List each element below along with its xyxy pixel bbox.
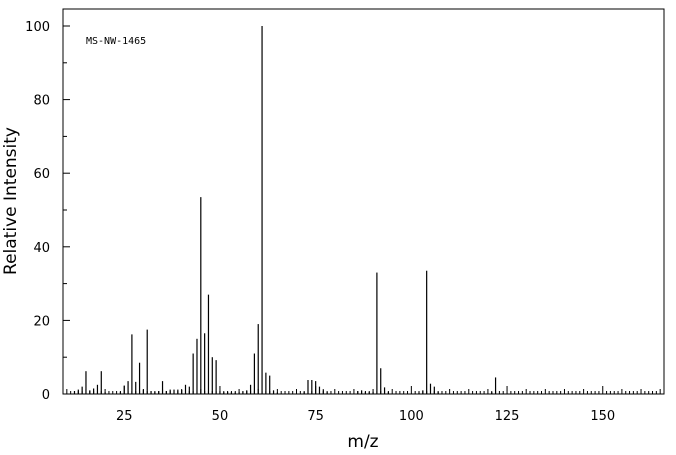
spectrum-peaks — [73, 26, 497, 394]
x-tick-label: 25 — [116, 409, 133, 424]
y-axis-title: Relative Intensity — [1, 127, 21, 275]
y-tick-label: 20 — [33, 314, 50, 329]
x-tick-label: 100 — [399, 409, 424, 424]
y-tick-label: 40 — [33, 241, 50, 256]
x-tick-label: 150 — [590, 409, 615, 424]
plot-frame — [62, 8, 665, 395]
y-tick-label: 60 — [33, 167, 50, 182]
y-tick-label: 80 — [33, 94, 50, 109]
y-minor-ticks — [63, 62, 67, 358]
y-tick-label: 0 — [42, 388, 50, 403]
spectrum-id-annotation: MS-NW-1465 — [86, 36, 146, 47]
x-axis-ticks: 25 50 75 100 125 150 — [116, 386, 615, 424]
x-tick-label: 75 — [307, 409, 324, 424]
y-tick-label: 100 — [25, 20, 50, 35]
y-axis-ticks: 0 20 40 60 80 100 — [25, 20, 70, 403]
x-tick-label: 125 — [495, 409, 520, 424]
x-minor-ticks — [62, 389, 665, 394]
x-axis-title: m/z — [347, 432, 378, 452]
x-tick-label: 50 — [212, 409, 229, 424]
